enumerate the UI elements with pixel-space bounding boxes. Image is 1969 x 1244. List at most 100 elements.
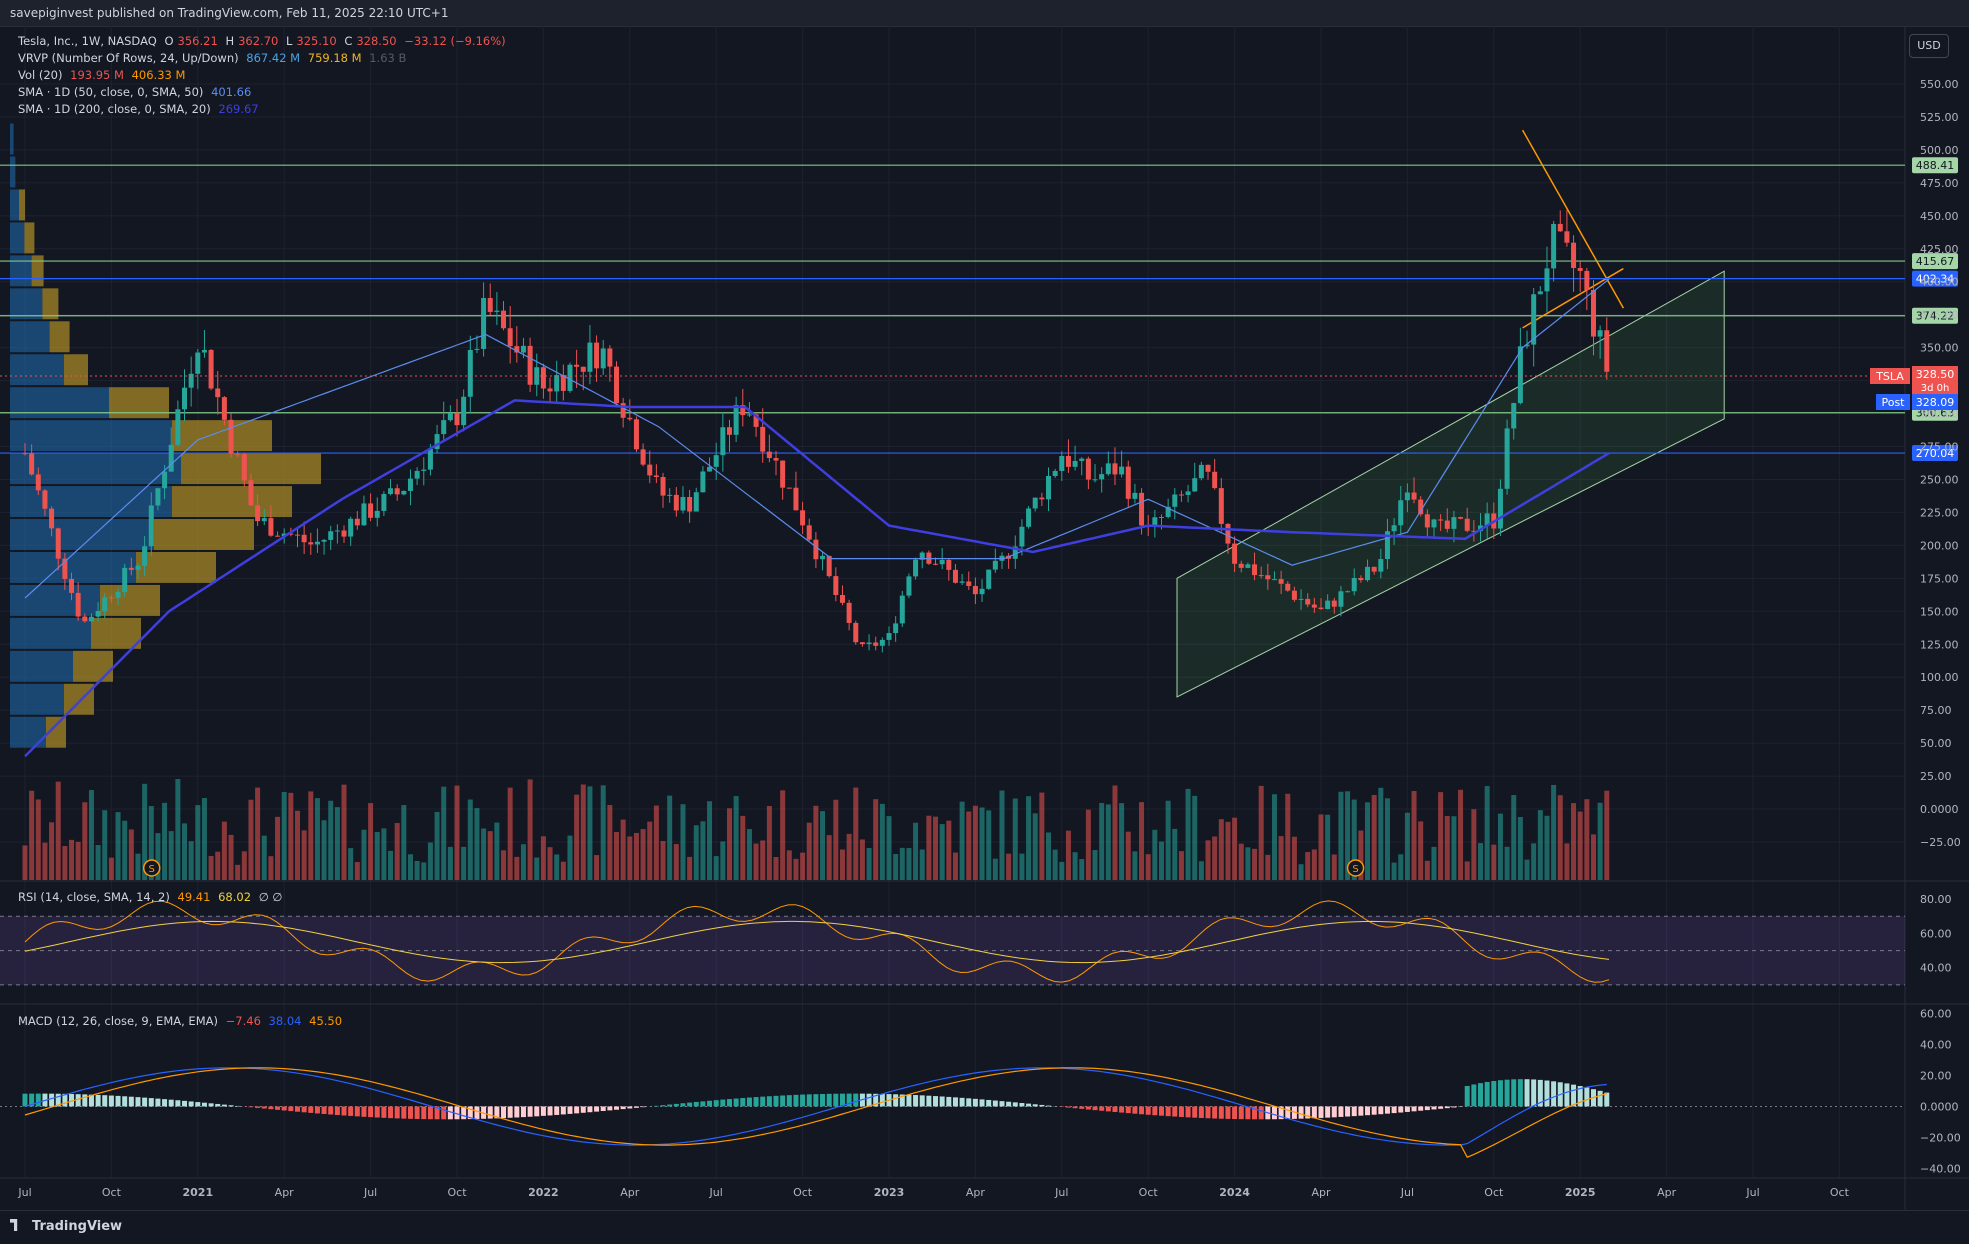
macd-histogram-bar — [415, 1106, 420, 1119]
post-label: Post — [1881, 396, 1905, 409]
macd-histogram-bar — [1106, 1106, 1111, 1111]
candle-body — [209, 350, 214, 389]
macd-histogram-bar — [1272, 1106, 1277, 1119]
candle-body — [1199, 465, 1204, 478]
macd-legend: MACD (12, 26, close, 9, EMA, EMA) −7.46 … — [18, 1014, 346, 1028]
volume-bar — [561, 862, 566, 880]
macd-histogram-bar — [521, 1106, 526, 1117]
candle-body — [893, 623, 898, 633]
volume-bar — [760, 840, 765, 880]
candle-body — [1558, 224, 1563, 231]
macd-histogram-bar — [893, 1094, 898, 1106]
macd-histogram-bar — [654, 1106, 659, 1107]
candle-body — [1505, 428, 1510, 488]
macd-histogram-bar — [222, 1105, 227, 1107]
volume-bar — [926, 816, 931, 880]
volume-bar — [169, 831, 174, 880]
tsla-weekly-chart[interactable]: 488.41415.67402.34374.22300.63270.04550.… — [0, 26, 1969, 1210]
volume-bar — [1578, 812, 1583, 880]
macd-histogram-bar — [734, 1099, 739, 1107]
candle-body — [1179, 494, 1184, 495]
last-price-label: 328.50 — [1916, 368, 1955, 381]
macd-histogram-bar — [780, 1095, 785, 1106]
macd-histogram-bar — [687, 1103, 692, 1107]
vp-down-bar — [100, 585, 160, 616]
volume-bar — [1338, 792, 1343, 880]
candle-body — [275, 536, 280, 537]
macd-tick: −40.00 — [1920, 1162, 1961, 1175]
macd-histogram-bar — [694, 1102, 699, 1106]
currency-button[interactable]: USD — [1909, 34, 1949, 58]
macd-histogram-bar — [1245, 1106, 1250, 1119]
volume-bar — [135, 854, 140, 880]
macd-tick: −20.00 — [1920, 1131, 1961, 1144]
volume-bar — [1212, 836, 1217, 880]
vp-up-bar — [10, 585, 100, 616]
volume-bar — [1093, 850, 1098, 880]
volume-bar — [946, 821, 951, 880]
candle-body — [481, 298, 486, 349]
volume-bar — [581, 784, 586, 880]
volume-bar — [1531, 843, 1536, 880]
volume-bar — [913, 823, 918, 880]
macd-histogram-bar — [1259, 1106, 1264, 1119]
volume-bar — [1325, 815, 1330, 880]
volume-bar — [1033, 813, 1038, 880]
symbol-label: TSLA — [1875, 370, 1904, 383]
volume-bar — [1385, 798, 1390, 880]
candle-body — [1431, 519, 1436, 527]
candle-body — [36, 474, 41, 490]
candle-body — [860, 642, 865, 644]
open-value: 356.21 — [178, 34, 218, 48]
macd-histogram-bar — [401, 1106, 406, 1118]
volume-bar — [1006, 854, 1011, 880]
trend-channel — [1177, 271, 1724, 697]
volume-bar — [740, 816, 745, 880]
volume-bar — [36, 799, 41, 880]
macd-histogram-bar — [1206, 1106, 1211, 1118]
macd-histogram-bar — [754, 1097, 759, 1106]
vrvp-total-value: 1.63 B — [369, 51, 406, 65]
price-tick: 400.00 — [1920, 276, 1959, 289]
vp-up-bar — [10, 420, 172, 451]
candle-body — [887, 633, 892, 640]
time-tick: Jul — [1400, 1186, 1414, 1199]
volume-bar — [1525, 860, 1530, 880]
volume-bar — [1365, 802, 1370, 880]
volume-bar — [594, 855, 599, 880]
macd-histogram-bar — [1152, 1106, 1157, 1115]
sma50-legend: SMA · 1D (50, close, 0, SMA, 50) 401.66 — [18, 85, 255, 99]
volume-bar — [940, 824, 945, 880]
macd-histogram-bar — [1544, 1081, 1549, 1107]
candle-body — [182, 388, 187, 410]
volume-bar — [342, 785, 347, 880]
volume-bar — [508, 788, 513, 880]
volume-bar — [1558, 795, 1563, 880]
symbol-name: Tesla, Inc., 1W, NASDAQ — [18, 34, 157, 48]
macd-histogram-bar — [980, 1099, 985, 1106]
volume-bar — [641, 829, 646, 880]
macd-b-value: 38.04 — [269, 1014, 302, 1028]
macd-histogram-bar — [1073, 1106, 1078, 1108]
candle-body — [820, 556, 825, 559]
candle-body — [993, 561, 998, 570]
candle-body — [1578, 268, 1583, 271]
volume-bar — [980, 808, 985, 880]
macd-histogram-bar — [528, 1106, 533, 1116]
candle-body — [1112, 463, 1117, 474]
candle-body — [654, 475, 659, 477]
candle-body — [388, 488, 393, 494]
volume-bar — [268, 856, 273, 880]
candle-body — [69, 579, 74, 593]
candle-body — [521, 346, 526, 353]
candle-body — [674, 495, 679, 511]
macd-histogram-bar — [1146, 1106, 1151, 1114]
candle-body — [1026, 508, 1031, 526]
brand-text: TradingView — [32, 1219, 122, 1234]
volume-bar — [488, 831, 493, 880]
volume-bar — [288, 793, 293, 880]
volume-bar — [840, 849, 845, 880]
volume-bar — [1584, 799, 1589, 880]
volume-bar — [89, 790, 94, 880]
time-tick: Oct — [447, 1186, 467, 1199]
